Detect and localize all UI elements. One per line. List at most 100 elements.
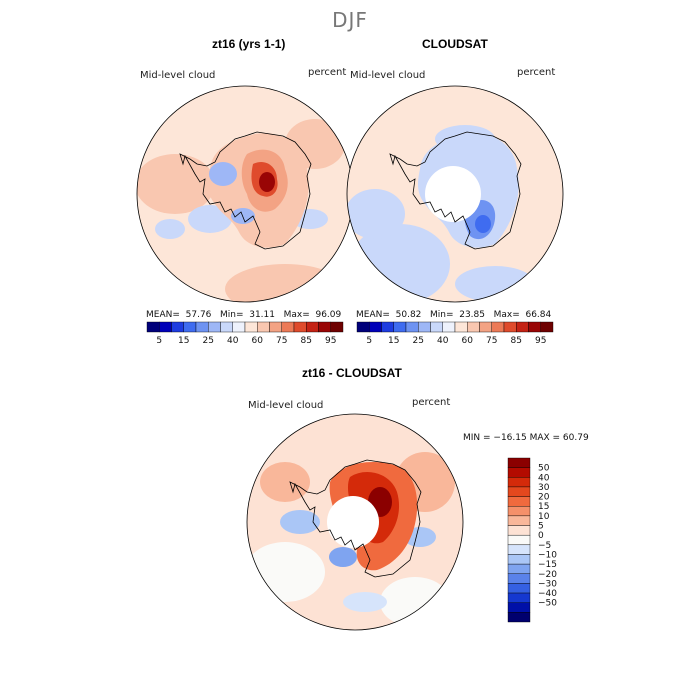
colorbar-swatch (540, 321, 554, 333)
polar-data-hole (327, 496, 379, 548)
ocean-blue-patch (329, 547, 357, 567)
colorbar-tick-label: 85 (301, 336, 312, 346)
panel1-stats: MEAN= 57.76 Min= 31.11 Max= 96.09 (146, 310, 341, 320)
ocean-blue-patch (155, 219, 185, 239)
colorbar-swatch (507, 534, 531, 546)
colorbar-tick-label: 25 (203, 336, 214, 346)
colorbar-swatch (507, 486, 531, 497)
map-panel2 (346, 85, 564, 303)
colorbar-swatch (507, 583, 531, 594)
colorbar-swatch (507, 477, 531, 488)
colorbar-swatch (507, 544, 531, 555)
colorbar-tick-label: 85 (511, 336, 522, 346)
ocean-orange-patch (137, 154, 215, 214)
colorbar-swatch (507, 525, 531, 536)
ocean-blue-patch (343, 592, 387, 612)
panel1-min-label: Min= (219, 310, 244, 320)
colorbar-tick-label: −15 (538, 560, 557, 570)
colorbar-swatch (195, 321, 209, 333)
antarctica-coastline (389, 131, 522, 250)
ocean-blue-patch (188, 205, 232, 233)
panel2-min: 23.85 (459, 310, 485, 320)
panel3-units: percent (412, 397, 451, 408)
antarctica-coastline (179, 131, 312, 250)
colorbar-tick-label: −20 (538, 570, 557, 580)
panel1-max-label: Max= (283, 310, 310, 320)
colorbar-tick-label: 95 (535, 336, 546, 346)
panel2-stats: MEAN= 50.82 Min= 23.85 Max= 66.84 (356, 310, 551, 320)
land-max-cloud (259, 172, 275, 192)
panel1-mean-label: MEAN= (146, 310, 180, 320)
colorbar-swatch (454, 321, 468, 333)
colorbar-swatch (269, 321, 282, 333)
colorbar-swatch (293, 321, 307, 333)
panel1-mean: 57.76 (185, 310, 212, 320)
ocean-blue-patch (455, 266, 535, 302)
map-border (246, 413, 464, 631)
colorbar-swatch (507, 506, 531, 517)
colorbar-swatch (507, 515, 531, 526)
panel2-mean: 50.82 (395, 310, 422, 320)
colorbar-panel1: 5 15 25 40 60 75 85 95 (146, 321, 344, 346)
map-border (346, 85, 564, 303)
panel2-min-label: Min= (429, 310, 454, 320)
colorbar-swatch (208, 321, 221, 333)
colorbar-swatch (330, 321, 344, 333)
colorbar-tick-label: 15 (388, 336, 399, 346)
colorbar-tick-label: 0 (538, 531, 544, 541)
antarctica-coastline (289, 459, 422, 578)
colorbar-swatch (516, 321, 529, 333)
panel2-title: CLOUDSAT (422, 37, 488, 51)
panel1-field-label: Mid-level cloud (140, 70, 216, 81)
colorbar-tick-label: 75 (486, 336, 497, 346)
colorbar-tick-label: 5 (156, 336, 162, 346)
panel3-minmax: MIN = −16.15 MAX = 60.79 (463, 433, 589, 443)
colorbar-swatch (356, 321, 370, 333)
colorbar-tick-label: −10 (538, 550, 557, 560)
panel1-title: zt16 (yrs 1-1) (212, 37, 286, 51)
colorbar-swatch (159, 321, 172, 333)
land-min-cloud (475, 215, 491, 233)
panel2-field-label: Mid-level cloud (350, 70, 426, 81)
colorbar-tick-label: 95 (325, 336, 336, 346)
colorbar-swatch (442, 321, 456, 333)
colorbar-tick-label: −5 (538, 541, 551, 551)
panel2-max-label: Max= (493, 310, 520, 320)
panel1-min: 31.11 (249, 310, 275, 320)
colorbar-swatch (507, 602, 531, 613)
colorbar-swatch (381, 321, 394, 333)
colorbar-swatch (507, 563, 531, 574)
colorbar-tick-label: −30 (538, 579, 557, 589)
colorbar-swatch (405, 321, 419, 333)
season-title: DJF (332, 8, 368, 32)
colorbar-tick-label: 25 (413, 336, 424, 346)
colorbar-tick-label: 40 (437, 336, 449, 346)
panel2-units: percent (517, 67, 556, 78)
colorbar-tick-label: 40 (538, 473, 550, 483)
ocean-blue-patch (280, 510, 320, 534)
colorbar-tick-label: −40 (538, 589, 557, 599)
colorbar-tick-label: 10 (538, 512, 550, 522)
polar-data-hole (425, 166, 481, 222)
colorbar-swatch (369, 321, 382, 333)
colorbar-swatch (220, 321, 233, 333)
colorbar-swatch (507, 496, 531, 507)
colorbar-swatch (507, 457, 531, 468)
colorbar-tick-label: 75 (276, 336, 287, 346)
ocean-orange-patch (260, 462, 310, 502)
colorbar-swatch (507, 573, 531, 584)
colorbar-swatch (507, 612, 531, 623)
colorbar-swatch (479, 321, 492, 333)
panel1-max: 96.09 (315, 310, 342, 320)
colorbar-swatch (507, 592, 531, 603)
panel3-field-label: Mid-level cloud (248, 400, 324, 411)
colorbar-swatch (528, 321, 541, 333)
colorbar-tick-label: 15 (538, 502, 549, 512)
colorbar-tick-label: 15 (178, 336, 189, 346)
colorbar-panel2: 5 15 25 40 60 75 85 95 (356, 321, 554, 346)
colorbar-swatch (183, 321, 197, 333)
colorbar-swatch (146, 321, 160, 333)
map-panel3 (246, 413, 464, 631)
colorbar-tick-label: 30 (538, 483, 550, 493)
colorbar-swatch (281, 321, 295, 333)
